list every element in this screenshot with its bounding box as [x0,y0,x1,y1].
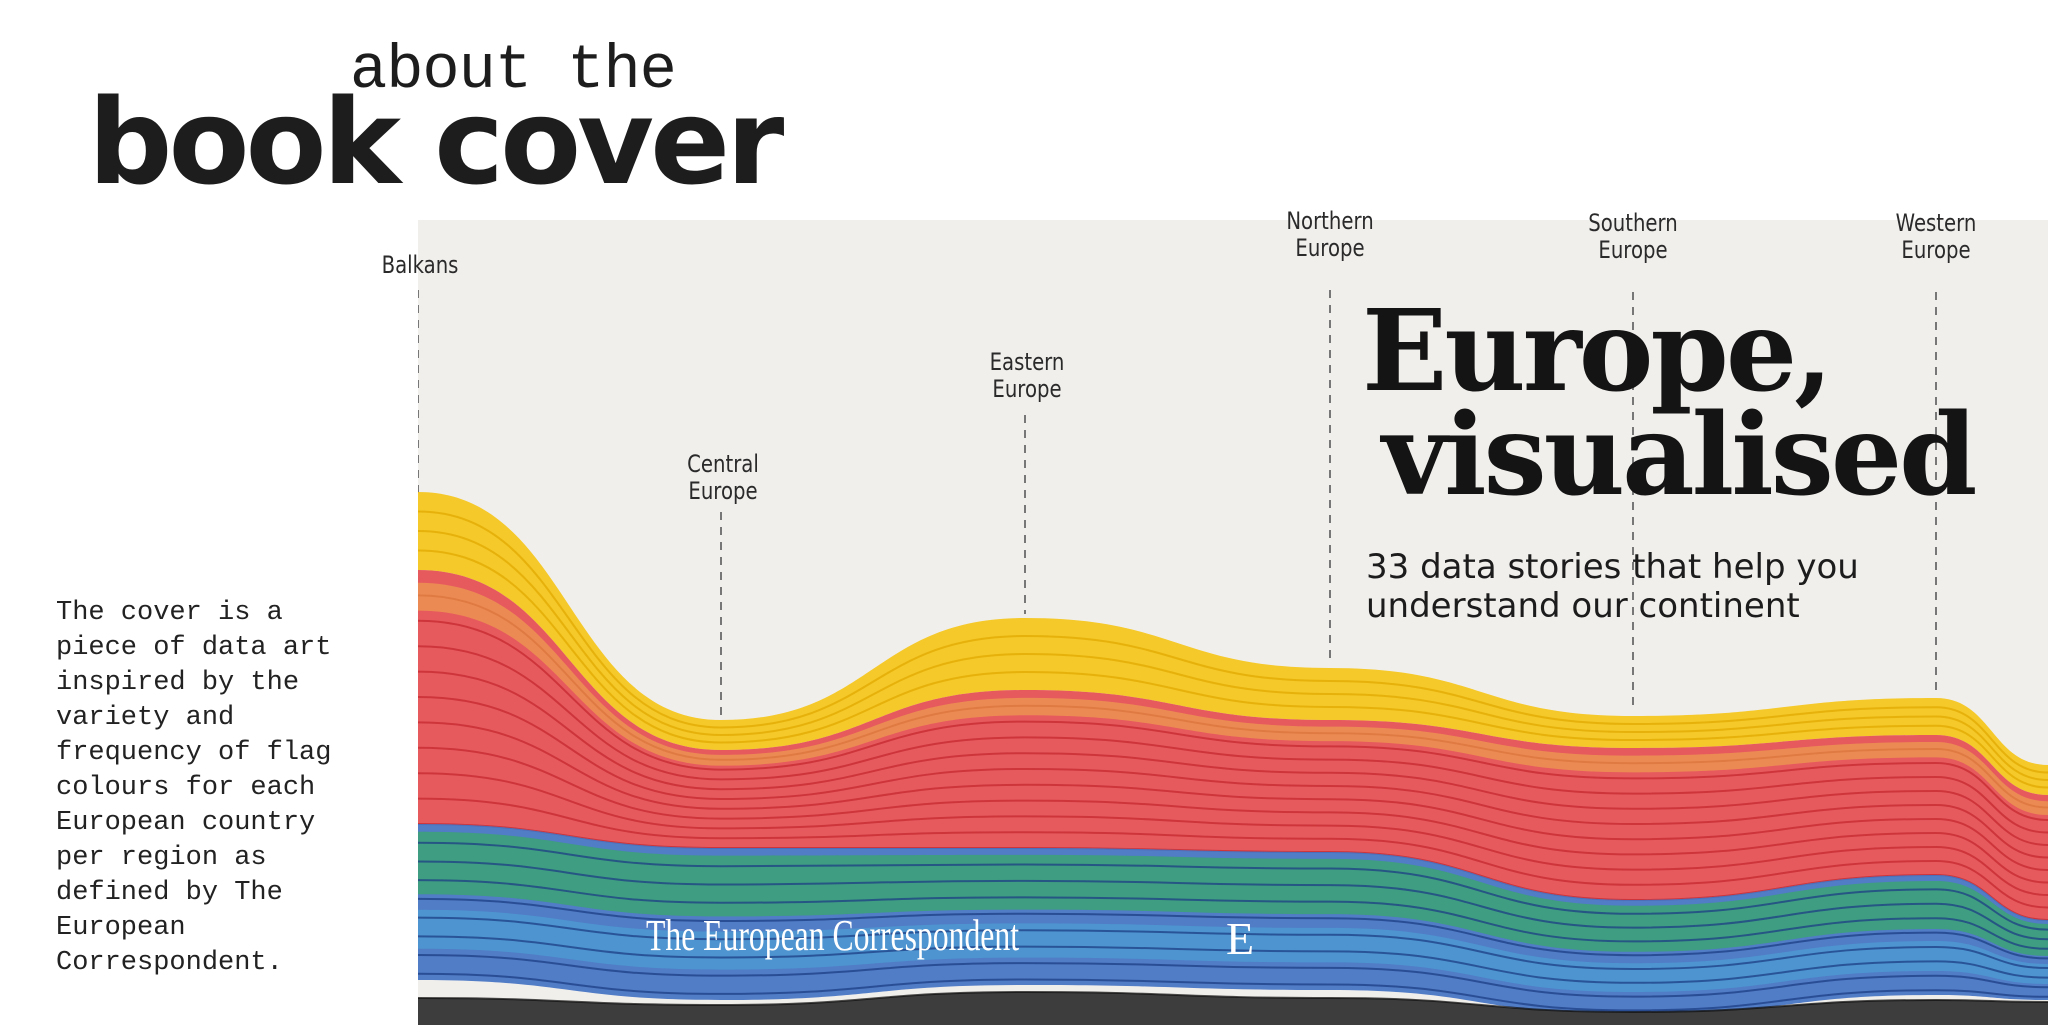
red-stream-line [418,670,2048,846]
black-stream [418,992,2048,1025]
region-label-southern-europe: Southern Europe [1578,210,1687,264]
publisher-name: The European Correspondent [646,911,1020,960]
green-stream [418,831,2048,956]
region-label-line1: Central [687,450,759,478]
red-stream-line [418,619,2048,821]
cover-subtitle: 33 data stories that help you understand… [1366,547,1859,626]
region-label-balkans: Balkans [373,252,467,279]
region-label-line1: Balkans [381,251,459,279]
heading-about-the: about the [350,35,677,106]
red-stream-line [418,721,2048,871]
region-label-line2: Europe [1598,236,1668,264]
region-label-line2: Europe [1901,236,1971,264]
yellow-stream-line [418,510,2048,774]
blue-stream-line [418,935,2048,984]
flag-colour-streamgraph [418,290,2048,1025]
red-stream [418,570,2048,920]
publisher-logo: E [1226,913,1255,964]
cover-description: The cover is a piece of data art inspire… [56,598,332,978]
heading-book-cover: book cover [88,73,784,211]
region-label-line2: Europe [1295,234,1365,262]
orange-stream [418,582,2048,815]
region-label-line2: Europe [992,375,1062,403]
region-label-eastern-europe: Eastern Europe [981,349,1072,403]
blue-stream-line [418,841,2048,931]
red-stream-line [418,797,2048,909]
region-label-line1: Western [1895,209,1977,237]
region-label-western-europe: Western Europe [1887,210,1985,264]
yellow-stream [418,492,2048,795]
blue-stream-line [418,954,2048,998]
yellow-stream-line [418,530,2048,781]
black-stream-line [418,990,2048,1014]
blue-stream-line [418,879,2048,950]
red-stream-line [418,696,2048,859]
cover-title-line1: Europe, [1362,286,1833,417]
region-label-line2: Europe [688,477,758,505]
yellow-stream-line [418,549,2048,789]
region-label-line1: Southern [1588,209,1678,237]
red-stream-line [418,645,2048,834]
region-label-line1: Eastern [989,348,1065,376]
red-stream-line [418,746,2048,884]
region-label-central-europe: Central Europe [679,451,766,505]
cover-title: Europe, visualised [1362,296,1977,521]
book-cover-art [418,220,2048,1025]
blue-stream-line [418,916,2048,971]
blue-stream-line [418,972,2048,1012]
cover-title-line2: visualised [1382,390,1977,521]
red-stream-line [418,772,2048,896]
blue-stream-line [418,860,2048,941]
region-label-line1: Northern [1286,207,1374,235]
region-label-northern-europe: Northern Europe [1277,208,1384,262]
blue-stream-line [418,897,2048,960]
